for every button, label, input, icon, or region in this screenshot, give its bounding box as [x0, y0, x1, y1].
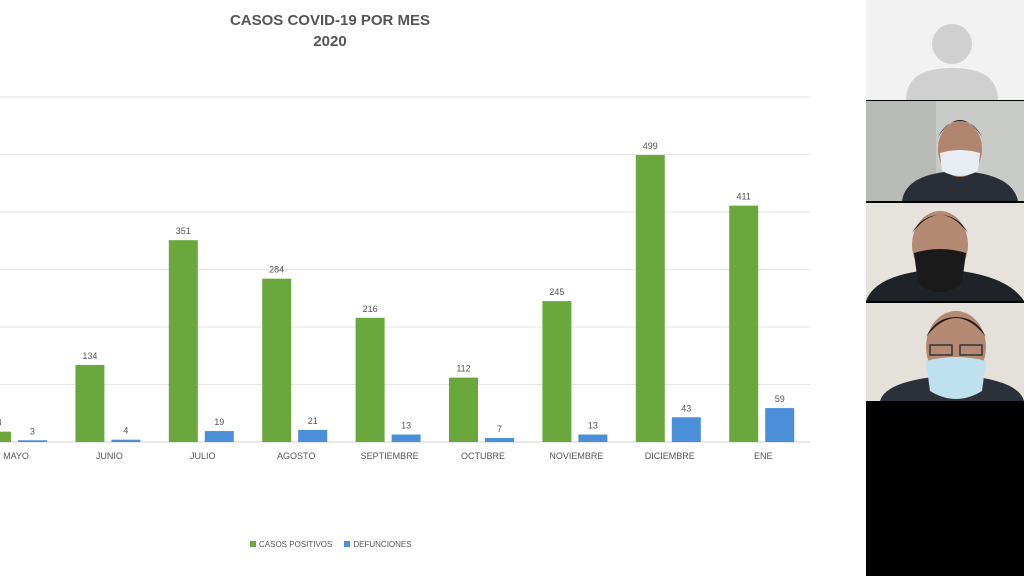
data-label: 4	[123, 426, 128, 436]
data-label: 112	[456, 364, 470, 374]
data-label: 245	[549, 287, 564, 297]
chart-subtitle: 2020	[313, 33, 347, 50]
legend-swatch	[250, 541, 256, 547]
data-label: 499	[643, 141, 658, 151]
data-label: 59	[775, 394, 785, 404]
data-label: 19	[214, 417, 224, 427]
x-tick-label: JULIO	[190, 451, 216, 461]
data-label: 18	[0, 418, 2, 428]
chart-title: CASOS COVID-19 POR MES 2020	[180, 10, 480, 52]
data-label: 13	[401, 421, 411, 431]
bar-positivos	[0, 431, 11, 442]
bar-defunciones	[111, 439, 141, 442]
participant-tile-1[interactable]	[866, 0, 1024, 100]
legend-label: CASOS POSITIVOS	[259, 540, 333, 549]
chart-title-text: CASOS COVID-19 POR MES	[229, 12, 431, 29]
bar-positivos	[635, 155, 665, 442]
x-tick-label: OCTUBRE	[461, 451, 505, 461]
x-tick-label: NOVIEMBRE	[549, 451, 603, 461]
participant-video	[866, 211, 1024, 301]
bar-positivos	[262, 278, 292, 442]
bar-defunciones	[671, 417, 701, 442]
avatar-placeholder-icon	[906, 24, 998, 100]
data-label: 7	[497, 424, 502, 434]
legend-item-positivos: CASOS POSITIVOS	[250, 540, 332, 549]
x-tick-label: SEPTIEMBRE	[361, 451, 419, 461]
bar-positivos	[542, 301, 572, 442]
bar-positivos	[355, 317, 385, 442]
legend-label: DEFUNCIONES	[353, 540, 412, 549]
bar-defunciones	[578, 434, 608, 442]
data-label: 3	[30, 426, 35, 436]
chart-legend: CASOS POSITIVOS DEFUNCIONES	[250, 540, 412, 549]
bar-positivos	[168, 240, 198, 442]
shared-screen: CASOS COVID-19 POR MES 2020 18 3 MAYO 134 4 J…	[0, 10, 810, 549]
x-tick-label: MAYO	[3, 451, 29, 461]
bar-defunciones	[18, 440, 47, 442]
data-label: 13	[588, 421, 598, 431]
data-label: 284	[269, 265, 284, 275]
participant-video	[866, 101, 1018, 201]
bar-positivos	[729, 205, 759, 442]
bar-defunciones	[765, 408, 795, 442]
bar-chart: 18 3 MAYO 134 4 JUNIO 351 19 JULIO 284 21 AGOSTO 216…	[0, 96, 810, 461]
participant-tile-3[interactable]	[866, 203, 1024, 301]
data-label: 134	[82, 351, 97, 361]
x-tick-label: AGOSTO	[277, 451, 315, 461]
data-label: 411	[737, 192, 751, 202]
x-tick-label: DICIEMBRE	[645, 451, 695, 461]
legend-item-defunciones: DEFUNCIONES	[344, 540, 412, 549]
bar-defunciones	[204, 431, 234, 442]
bar-positivos	[75, 364, 105, 442]
legend-swatch	[344, 541, 351, 547]
participant-tile-2[interactable]	[866, 101, 1024, 201]
bar-defunciones	[298, 429, 328, 442]
bar-positivos	[449, 377, 478, 442]
data-label: 21	[308, 416, 318, 426]
bar-defunciones	[391, 434, 421, 442]
participant-video	[880, 311, 1024, 401]
data-label: 351	[176, 226, 191, 236]
bar-defunciones	[485, 437, 514, 442]
data-label: 43	[681, 403, 691, 413]
x-tick-label: ENE	[754, 451, 773, 461]
participants-panel	[866, 0, 1024, 576]
data-label: 216	[363, 304, 378, 314]
participant-tile-4[interactable]	[866, 303, 1024, 401]
x-tick-label: JUNIO	[96, 451, 123, 461]
